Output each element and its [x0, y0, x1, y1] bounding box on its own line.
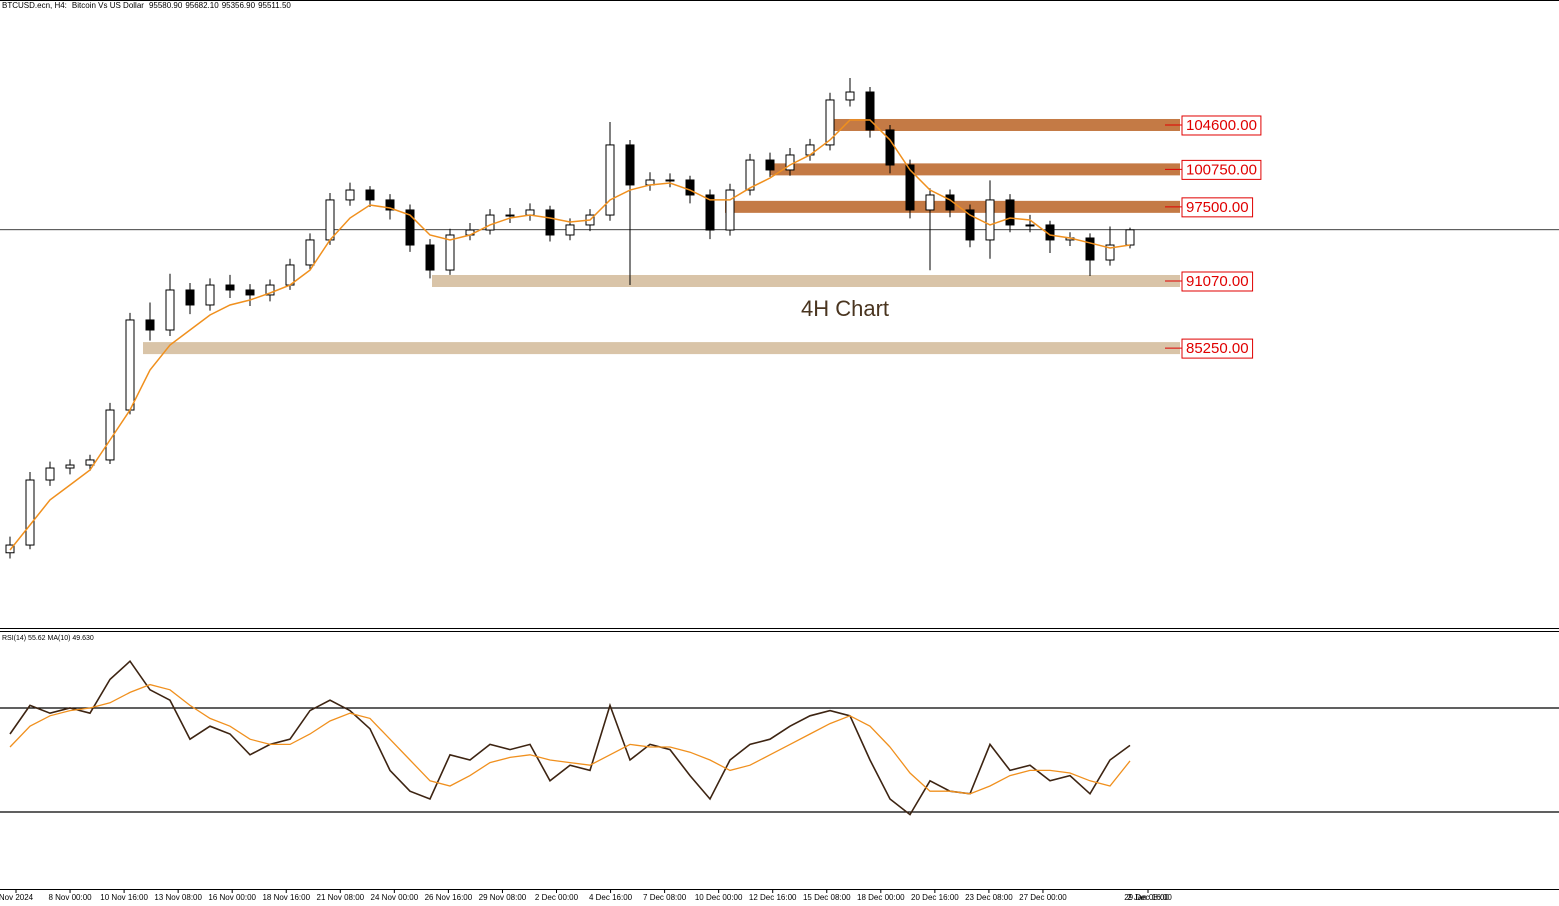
x-tick-label: 21 Nov 08:00: [317, 893, 365, 902]
level-label: 100750.00: [1186, 161, 1257, 178]
zone: [432, 274, 1180, 287]
candle-body: [345, 189, 355, 201]
candle-body: [125, 319, 135, 411]
candle-body: [625, 144, 635, 186]
x-tick-label: 18 Nov 16:00: [262, 893, 310, 902]
candle-body: [385, 199, 395, 211]
candle-body: [425, 244, 435, 271]
rsi-line: [9, 659, 1131, 816]
candle-body: [1005, 199, 1015, 226]
candle-body: [1085, 237, 1095, 261]
candle-body: [405, 209, 415, 246]
x-tick-label: 10 Nov 16:00: [100, 893, 148, 902]
candle-body: [25, 479, 35, 546]
x-tick-label: 16 Nov 00:00: [208, 893, 256, 902]
level-label: 85250.00: [1186, 340, 1249, 357]
x-tick-label: 13 Nov 08:00: [154, 893, 202, 902]
candle-body: [665, 179, 675, 182]
candle-body: [265, 284, 275, 296]
candle-body: [445, 234, 455, 271]
x-tick-label: 8 Nov 00:00: [48, 893, 92, 902]
candle-body: [1105, 244, 1115, 261]
x-tick-label: 12 Dec 16:00: [749, 893, 797, 902]
ohlc: 95682.10: [185, 1, 219, 10]
candle-body: [565, 224, 575, 236]
rsi-title: RSI(14) 55.62 MA(10) 49.630: [2, 635, 94, 642]
description: Bitcoin Vs US Dollar: [72, 1, 144, 10]
candle-body: [685, 179, 695, 196]
candle-body: [85, 459, 95, 466]
level-box: [1181, 197, 1254, 218]
ohlc: 95511.50: [258, 1, 291, 10]
level-box: [1181, 115, 1262, 136]
candle-body: [65, 464, 75, 469]
candle-body: [965, 209, 975, 241]
candle-body: [1025, 224, 1035, 227]
level-label: 104600.00: [1186, 117, 1257, 134]
candle-body: [865, 91, 875, 131]
candle-body: [845, 91, 855, 101]
level-box: [1181, 338, 1254, 359]
annotation: 4H Chart: [801, 296, 889, 321]
candle-body: [725, 189, 735, 231]
x-tick-label: Nov 2024: [0, 893, 34, 902]
x-tick-label: 7 Dec 08:00: [643, 893, 687, 902]
candle-body: [245, 289, 255, 296]
x-tick-label: 29 Nov 08:00: [479, 893, 527, 902]
candle-body: [885, 129, 895, 166]
candle-body: [325, 199, 335, 241]
rsi-line: [9, 683, 1131, 795]
candle-body: [205, 284, 215, 306]
candle-body: [525, 209, 535, 216]
x-tick-label: 29 Dec 16:00: [1124, 893, 1172, 902]
ohlc: 95356.90: [222, 1, 256, 10]
x-tick-label: 23 Dec 08:00: [965, 893, 1013, 902]
ohlc: 95580.90: [149, 1, 183, 10]
candle-body: [365, 189, 375, 201]
header: BTCUSD.ecn, H4: Bitcoin Vs US Dollar 95580…: [2, 1, 291, 10]
candle-body: [925, 194, 935, 211]
x-tick-label: 20 Dec 16:00: [911, 893, 959, 902]
candle-body: [985, 199, 995, 241]
candle-body: [145, 319, 155, 331]
candle-body: [165, 289, 175, 331]
moving-average: [9, 119, 1131, 551]
x-tick-label: 24 Nov 00:00: [371, 893, 419, 902]
x-tick-label: 15 Dec 08:00: [803, 893, 851, 902]
symbol: BTCUSD.ecn, H4:: [2, 1, 67, 10]
x-tick-label: 18 Dec 00:00: [857, 893, 905, 902]
candle-body: [905, 164, 915, 211]
candle-body: [305, 239, 315, 266]
candle-body: [1125, 229, 1135, 246]
candle-body: [45, 467, 55, 481]
x-tick-label: 26 Nov 16:00: [425, 893, 473, 902]
x-tick-label: 27 Dec 00:00: [1019, 893, 1067, 902]
candle-body: [485, 214, 495, 231]
x-tick-label: 4 Dec 16:00: [589, 893, 633, 902]
candle-body: [825, 99, 835, 146]
level-label: 91070.00: [1186, 273, 1249, 290]
candle-body: [705, 194, 715, 231]
candle-body: [745, 159, 755, 191]
candle-body: [185, 289, 195, 306]
zone: [830, 118, 1180, 131]
candle-body: [225, 284, 235, 291]
x-tick-label: 2 Dec 00:00: [535, 893, 579, 902]
x-tick-label: 2 Jan 08:00: [1127, 893, 1169, 902]
candle-body: [765, 159, 775, 171]
candle-body: [505, 214, 515, 217]
candle-body: [605, 144, 615, 216]
candle-body: [545, 209, 555, 236]
level-box: [1181, 271, 1254, 292]
level-box: [1181, 159, 1262, 180]
x-tick-label: 10 Dec 00:00: [695, 893, 743, 902]
zone: [143, 342, 1180, 355]
zone: [770, 163, 1180, 176]
level-label: 97500.00: [1186, 199, 1249, 216]
